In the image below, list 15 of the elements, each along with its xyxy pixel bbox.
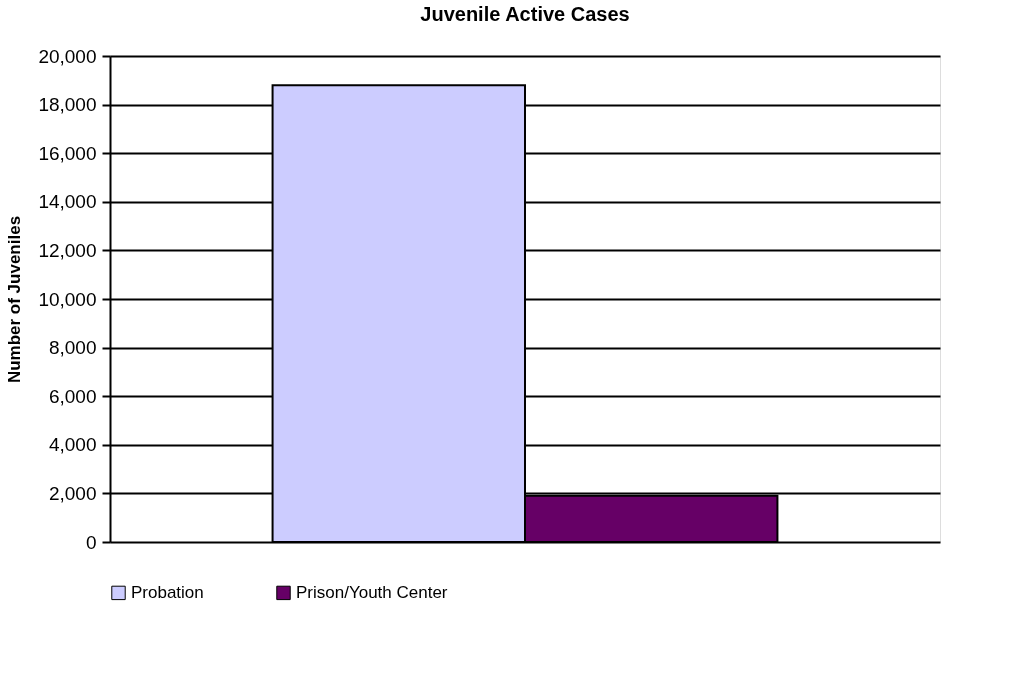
y-axis-title: Number of Juveniles <box>5 215 25 384</box>
y-tick-label: 4,000 <box>48 434 97 456</box>
y-tick-label: 12,000 <box>38 239 97 261</box>
y-tick-label: 14,000 <box>38 191 97 213</box>
y-tick-label: 18,000 <box>38 94 97 116</box>
legend-label: Probation <box>131 582 204 602</box>
y-tick-label: 16,000 <box>38 142 97 164</box>
chart-title: Juvenile Active Cases <box>420 3 630 25</box>
y-tick-label: 20,000 <box>38 45 97 67</box>
y-tick-label: 6,000 <box>48 385 97 407</box>
y-tick-label: 10,000 <box>38 288 97 310</box>
y-tick-label: 0 <box>85 531 97 553</box>
y-tick-label: 2,000 <box>48 482 97 504</box>
y-tick-label: 8,000 <box>48 337 97 359</box>
legend-label: Prison/Youth Center <box>296 582 448 602</box>
